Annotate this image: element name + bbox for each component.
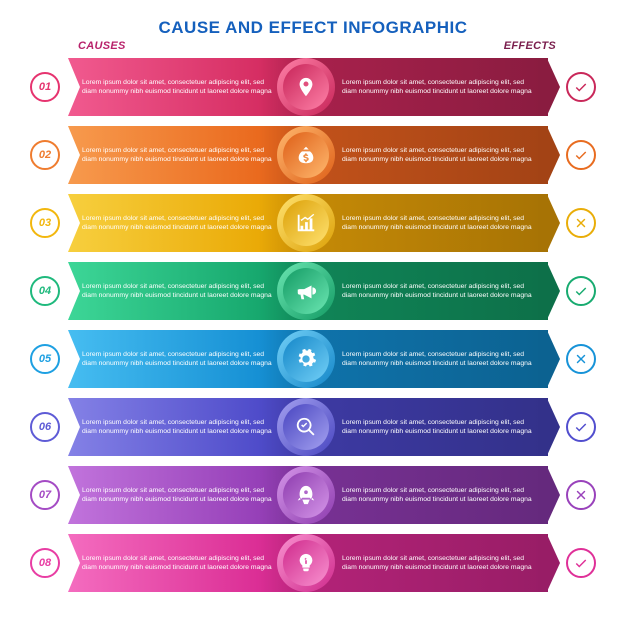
infographic-row: 06 Lorem ipsum dolor sit amet, consectetu…: [30, 398, 596, 456]
number-badge: 05: [30, 344, 60, 374]
effect-band: Lorem ipsum dolor sit amet, consectetuer…: [306, 194, 548, 252]
number-badge: 07: [30, 480, 60, 510]
page-title: CAUSE AND EFFECT INFOGRAPHIC: [30, 18, 596, 38]
effect-text: Lorem ipsum dolor sit amet, consectetuer…: [342, 282, 532, 300]
effects-header: EFFECTS: [504, 40, 556, 52]
effect-band: Lorem ipsum dolor sit amet, consectetuer…: [306, 330, 548, 388]
effect-band: Lorem ipsum dolor sit amet, consectetuer…: [306, 466, 548, 524]
number-badge: 01: [30, 72, 60, 102]
cause-text: Lorem ipsum dolor sit amet, consectetuer…: [82, 78, 272, 96]
effect-band: Lorem ipsum dolor sit amet, consectetuer…: [306, 262, 548, 320]
infographic-row: 03 Lorem ipsum dolor sit amet, consectetu…: [30, 194, 596, 252]
effect-text: Lorem ipsum dolor sit amet, consectetuer…: [342, 78, 532, 96]
check-icon: [566, 412, 596, 442]
cross-icon: [566, 208, 596, 238]
cause-text: Lorem ipsum dolor sit amet, consectetuer…: [82, 554, 272, 572]
effect-text: Lorem ipsum dolor sit amet, consectetuer…: [342, 486, 532, 504]
infographic-row: 07 Lorem ipsum dolor sit amet, consectetu…: [30, 466, 596, 524]
effect-text: Lorem ipsum dolor sit amet, consectetuer…: [342, 418, 532, 436]
check-icon: [566, 276, 596, 306]
number-badge: 02: [30, 140, 60, 170]
cause-text: Lorem ipsum dolor sit amet, consectetuer…: [82, 418, 272, 436]
effect-text: Lorem ipsum dolor sit amet, consectetuer…: [342, 554, 532, 572]
effect-band: Lorem ipsum dolor sit amet, consectetuer…: [306, 126, 548, 184]
money-bag-icon: [277, 126, 335, 184]
number-badge: 03: [30, 208, 60, 238]
cause-band: Lorem ipsum dolor sit amet, consectetuer…: [68, 262, 306, 320]
cause-band: Lorem ipsum dolor sit amet, consectetuer…: [68, 126, 306, 184]
cause-band: Lorem ipsum dolor sit amet, consectetuer…: [68, 330, 306, 388]
check-icon: [566, 140, 596, 170]
cause-band: Lorem ipsum dolor sit amet, consectetuer…: [68, 58, 306, 116]
check-icon: [566, 548, 596, 578]
effect-text: Lorem ipsum dolor sit amet, consectetuer…: [342, 214, 532, 232]
lightbulb-icon: [277, 534, 335, 592]
cause-band: Lorem ipsum dolor sit amet, consectetuer…: [68, 466, 306, 524]
cause-text: Lorem ipsum dolor sit amet, consectetuer…: [82, 350, 272, 368]
infographic-row: 04 Lorem ipsum dolor sit amet, consectetu…: [30, 262, 596, 320]
effect-band: Lorem ipsum dolor sit amet, consectetuer…: [306, 58, 548, 116]
gear-icon: [277, 330, 335, 388]
bar-chart-icon: [277, 194, 335, 252]
cause-band: Lorem ipsum dolor sit amet, consectetuer…: [68, 194, 306, 252]
check-icon: [566, 72, 596, 102]
effect-text: Lorem ipsum dolor sit amet, consectetuer…: [342, 146, 532, 164]
effect-band: Lorem ipsum dolor sit amet, consectetuer…: [306, 534, 548, 592]
cross-icon: [566, 480, 596, 510]
infographic-row: 08 Lorem ipsum dolor sit amet, consectetu…: [30, 534, 596, 592]
cross-icon: [566, 344, 596, 374]
infographic-row: 02 Lorem ipsum dolor sit amet, consectetu…: [30, 126, 596, 184]
number-badge: 08: [30, 548, 60, 578]
cause-text: Lorem ipsum dolor sit amet, consectetuer…: [82, 486, 272, 504]
cause-text: Lorem ipsum dolor sit amet, consectetuer…: [82, 214, 272, 232]
cause-text: Lorem ipsum dolor sit amet, consectetuer…: [82, 146, 272, 164]
cause-band: Lorem ipsum dolor sit amet, consectetuer…: [68, 398, 306, 456]
rocket-icon: [277, 466, 335, 524]
number-badge: 04: [30, 276, 60, 306]
cause-text: Lorem ipsum dolor sit amet, consectetuer…: [82, 282, 272, 300]
magnify-check-icon: [277, 398, 335, 456]
effect-text: Lorem ipsum dolor sit amet, consectetuer…: [342, 350, 532, 368]
location-pin-icon: [277, 58, 335, 116]
causes-header: CAUSES: [78, 40, 126, 52]
infographic-row: 05 Lorem ipsum dolor sit amet, consectetu…: [30, 330, 596, 388]
infographic-row: 01 Lorem ipsum dolor sit amet, consectetu…: [30, 58, 596, 116]
effect-band: Lorem ipsum dolor sit amet, consectetuer…: [306, 398, 548, 456]
number-badge: 06: [30, 412, 60, 442]
cause-band: Lorem ipsum dolor sit amet, consectetuer…: [68, 534, 306, 592]
megaphone-icon: [277, 262, 335, 320]
